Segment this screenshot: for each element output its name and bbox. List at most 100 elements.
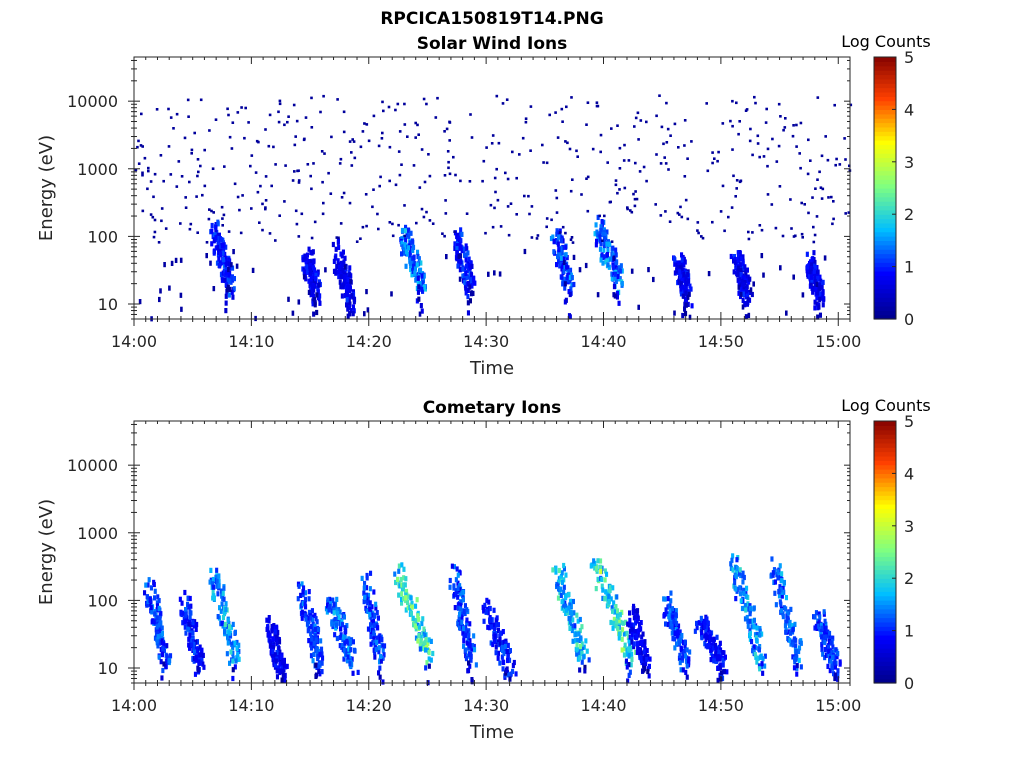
data-cell xyxy=(824,135,827,138)
data-cell xyxy=(313,626,317,632)
data-cell xyxy=(570,627,574,634)
data-cell xyxy=(678,629,682,635)
data-cell xyxy=(632,192,635,196)
data-cell xyxy=(645,179,648,183)
data-cell xyxy=(227,620,231,627)
data-cell xyxy=(465,640,469,646)
data-cell xyxy=(750,618,754,624)
data-cell xyxy=(373,654,377,660)
data-cell xyxy=(734,569,738,575)
data-cell xyxy=(314,637,318,643)
colorbar-segment xyxy=(874,214,896,220)
data-cell xyxy=(169,653,173,659)
data-cell xyxy=(568,278,572,284)
data-cell xyxy=(422,626,426,632)
data-cell xyxy=(139,144,143,147)
data-cell xyxy=(197,659,201,665)
data-cell xyxy=(492,638,496,645)
data-cell xyxy=(634,116,638,120)
data-cell xyxy=(408,240,412,246)
data-cell xyxy=(799,638,803,644)
data-cell xyxy=(671,629,675,635)
data-cell xyxy=(423,633,427,639)
data-cell xyxy=(378,659,382,665)
data-cell xyxy=(223,621,227,627)
data-cell xyxy=(231,121,235,124)
data-cell xyxy=(415,597,419,603)
data-cell xyxy=(568,147,572,151)
data-cell xyxy=(179,609,183,615)
data-cell xyxy=(232,249,235,255)
data-cell xyxy=(462,634,466,640)
data-cell xyxy=(192,655,196,662)
data-cell xyxy=(493,633,497,639)
data-cell xyxy=(569,286,573,292)
data-cell xyxy=(706,643,710,649)
data-cell xyxy=(167,145,171,148)
data-cell xyxy=(413,270,417,276)
data-cell xyxy=(718,640,722,646)
data-cell xyxy=(464,285,468,291)
data-cell xyxy=(400,596,404,602)
data-cell xyxy=(409,610,413,616)
data-cell xyxy=(616,191,619,195)
data-cell xyxy=(807,268,811,274)
data-cell xyxy=(332,258,336,264)
data-cell xyxy=(503,643,507,649)
data-cell xyxy=(411,247,415,254)
data-cell xyxy=(758,632,762,638)
data-cell xyxy=(757,663,761,669)
colorbar-segment xyxy=(874,310,896,316)
data-cell xyxy=(343,640,347,646)
data-cell xyxy=(343,264,347,270)
data-cell xyxy=(453,245,457,251)
data-cell xyxy=(562,268,566,275)
colorbar-tick-label: 2 xyxy=(904,205,914,224)
data-cell xyxy=(530,205,534,208)
data-cell xyxy=(201,652,205,658)
data-cell xyxy=(365,585,369,591)
data-cell xyxy=(662,142,665,146)
data-cell xyxy=(466,287,470,293)
data-cell xyxy=(229,649,233,655)
data-cell xyxy=(214,574,218,580)
data-cell xyxy=(286,120,289,124)
data-cell xyxy=(816,269,820,275)
data-cell xyxy=(829,658,833,664)
data-cell xyxy=(195,621,199,628)
data-cell xyxy=(617,635,621,641)
data-cell xyxy=(701,236,705,240)
data-cell xyxy=(304,616,308,622)
data-cell xyxy=(274,629,278,635)
data-cell xyxy=(733,259,737,265)
data-cell xyxy=(414,121,417,125)
data-cell xyxy=(232,286,236,292)
data-cell xyxy=(371,640,375,646)
data-cell xyxy=(678,269,682,275)
data-cell xyxy=(498,660,502,666)
data-cell xyxy=(343,293,347,299)
data-cell xyxy=(746,292,750,298)
data-cell xyxy=(627,638,631,644)
data-cell xyxy=(508,657,512,663)
data-cell xyxy=(697,620,701,626)
data-cell xyxy=(187,622,191,628)
data-cell xyxy=(643,646,647,652)
data-cell xyxy=(797,657,801,663)
data-cell xyxy=(596,214,600,220)
data-cell xyxy=(417,296,421,302)
data-cell xyxy=(456,580,460,586)
data-cell xyxy=(414,277,418,283)
data-cell xyxy=(236,195,240,199)
data-cell xyxy=(372,188,375,191)
data-cell xyxy=(831,665,835,671)
data-cell xyxy=(502,650,506,657)
data-cell xyxy=(332,610,336,616)
data-cell xyxy=(351,639,355,645)
data-cell xyxy=(155,638,159,644)
data-cell xyxy=(761,670,765,676)
data-cell xyxy=(669,620,673,627)
data-cell xyxy=(781,585,785,592)
data-cell xyxy=(231,650,235,657)
